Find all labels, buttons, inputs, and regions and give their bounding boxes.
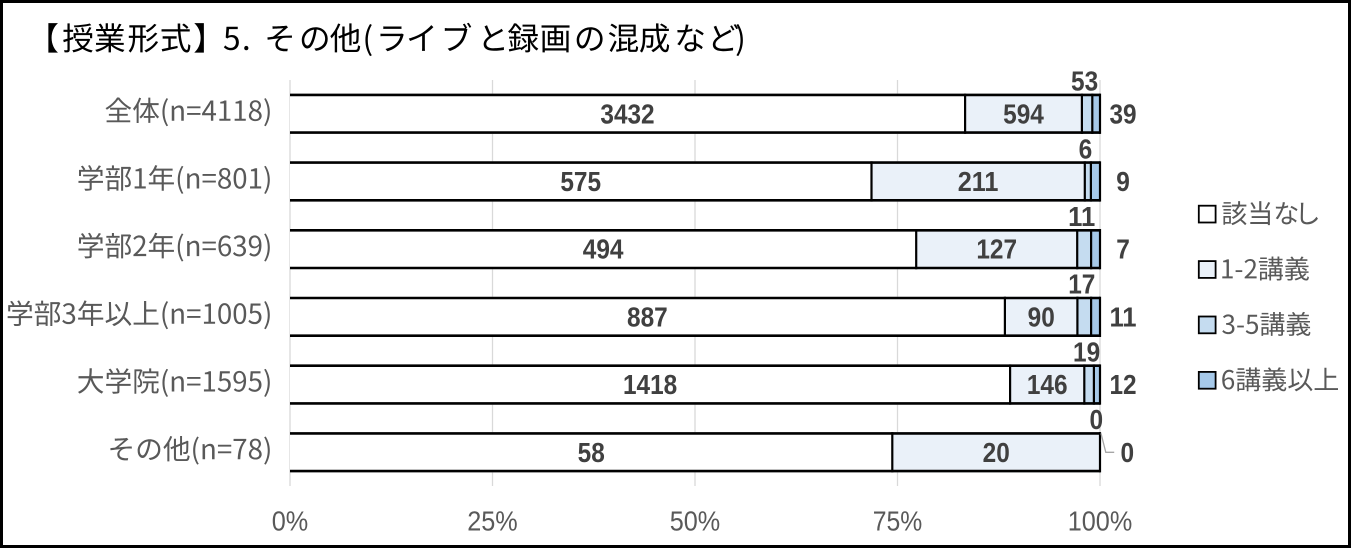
svg-text:11: 11 [1068, 201, 1095, 232]
svg-text:50%: 50% [670, 506, 721, 537]
svg-text:25%: 25% [467, 506, 518, 537]
svg-text:90: 90 [1028, 301, 1055, 332]
svg-text:53: 53 [1071, 66, 1098, 97]
svg-text:887: 887 [627, 301, 668, 332]
svg-text:127: 127 [976, 234, 1017, 265]
svg-text:575: 575 [560, 166, 601, 197]
svg-text:9: 9 [1116, 166, 1130, 197]
svg-text:594: 594 [1003, 98, 1044, 129]
svg-text:3432: 3432 [600, 98, 654, 129]
svg-text:12: 12 [1109, 369, 1136, 400]
svg-text:100%: 100% [1068, 506, 1133, 537]
svg-text:211: 211 [958, 166, 999, 197]
svg-text:1418: 1418 [623, 369, 677, 400]
svg-text:20: 20 [983, 437, 1010, 468]
svg-text:11: 11 [1109, 301, 1136, 332]
svg-text:6: 6 [1079, 133, 1093, 164]
svg-text:0: 0 [1090, 404, 1104, 435]
svg-text:58: 58 [578, 437, 605, 468]
svg-text:19: 19 [1073, 336, 1100, 367]
svg-text:7: 7 [1116, 234, 1130, 265]
svg-text:146: 146 [1027, 369, 1068, 400]
svg-text:39: 39 [1109, 98, 1136, 129]
svg-text:0: 0 [1121, 437, 1135, 468]
svg-text:75%: 75% [873, 506, 923, 537]
svg-text:17: 17 [1068, 269, 1095, 300]
svg-text:0%: 0% [272, 506, 309, 537]
svg-text:494: 494 [583, 234, 624, 265]
